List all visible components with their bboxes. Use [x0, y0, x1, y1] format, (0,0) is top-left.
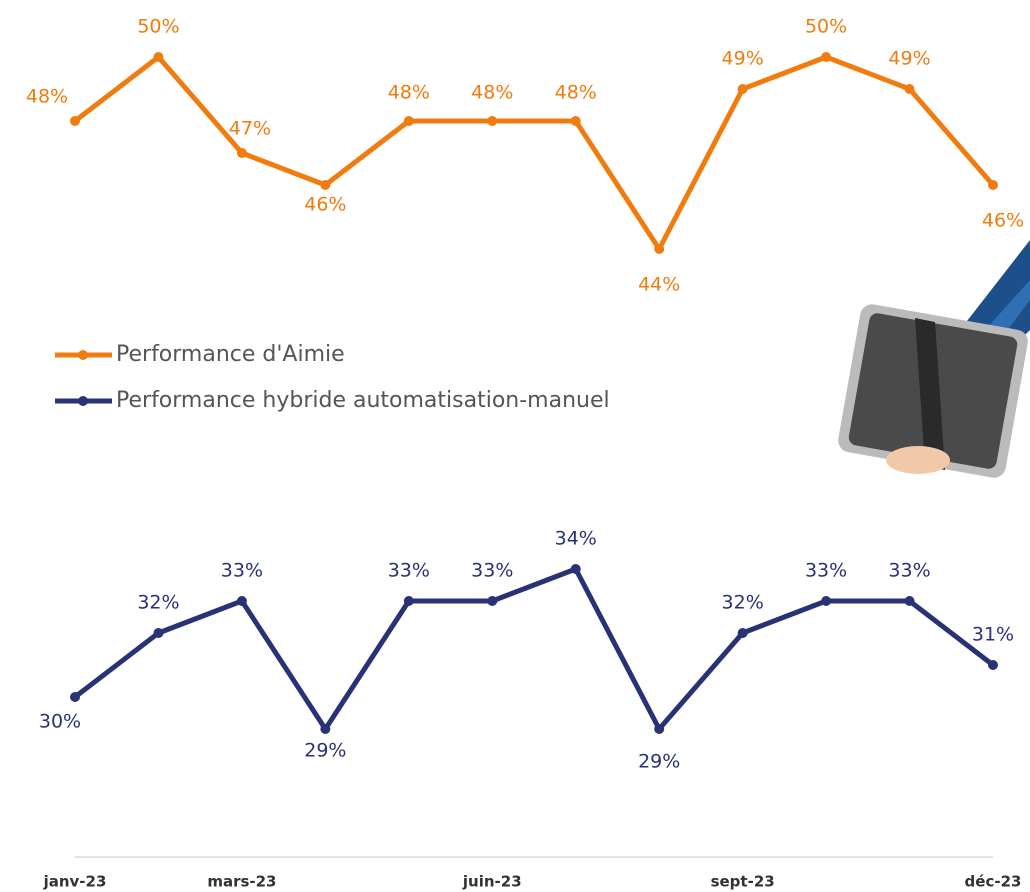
- value-label: 29%: [638, 751, 680, 773]
- value-label: 32%: [722, 592, 764, 614]
- value-label: 48%: [555, 82, 597, 104]
- series-line: [75, 569, 993, 729]
- value-label: 33%: [805, 560, 847, 582]
- point: [404, 596, 414, 606]
- point: [571, 116, 581, 126]
- point: [320, 180, 330, 190]
- point: [487, 116, 497, 126]
- value-label: 33%: [888, 560, 930, 582]
- value-label: 50%: [137, 16, 179, 38]
- value-label: 33%: [221, 560, 263, 582]
- point: [988, 660, 998, 670]
- value-label: 30%: [39, 711, 81, 733]
- legend-label: Performance d'Aimie: [116, 342, 345, 367]
- point: [821, 52, 831, 62]
- value-label: 46%: [304, 194, 346, 216]
- point: [571, 564, 581, 574]
- x-tick-label: sept-23: [711, 873, 775, 891]
- x-tick-label: juin-23: [462, 873, 522, 891]
- value-label: 32%: [137, 592, 179, 614]
- value-label: 49%: [722, 48, 764, 70]
- x-tick-label: janv-23: [43, 873, 107, 891]
- point: [237, 596, 247, 606]
- legend-marker: [78, 350, 88, 360]
- point: [320, 724, 330, 734]
- point: [404, 116, 414, 126]
- value-label: 33%: [388, 560, 430, 582]
- value-label: 46%: [982, 210, 1024, 232]
- value-label: 48%: [388, 82, 430, 104]
- value-label: 50%: [805, 16, 847, 38]
- point: [654, 724, 664, 734]
- point: [988, 180, 998, 190]
- value-label: 47%: [229, 118, 271, 140]
- x-tick-label: déc-23: [965, 873, 1022, 891]
- legend-marker: [78, 396, 88, 406]
- point: [738, 628, 748, 638]
- value-label: 29%: [304, 740, 346, 762]
- point: [738, 84, 748, 94]
- point: [654, 244, 664, 254]
- value-label: 48%: [471, 82, 513, 104]
- series-line: [75, 57, 993, 249]
- chart: janv-23 mars-23 juin-23 sept-23 déc-23 48% 50%…: [0, 0, 1030, 892]
- point: [70, 116, 80, 126]
- value-label: 33%: [471, 560, 513, 582]
- x-tick-label: mars-23: [207, 873, 276, 891]
- point: [153, 628, 163, 638]
- point: [905, 596, 915, 606]
- value-label: 44%: [638, 274, 680, 296]
- tablet-illustration: [836, 240, 1030, 480]
- value-label: 48%: [26, 86, 68, 108]
- value-label: 49%: [888, 48, 930, 70]
- point: [905, 84, 915, 94]
- point: [153, 52, 163, 62]
- legend-label: Performance hybride automatisation-manue…: [116, 388, 610, 413]
- point: [237, 148, 247, 158]
- value-label: 34%: [555, 528, 597, 550]
- point: [821, 596, 831, 606]
- point: [70, 692, 80, 702]
- point: [487, 596, 497, 606]
- value-label: 31%: [972, 624, 1014, 646]
